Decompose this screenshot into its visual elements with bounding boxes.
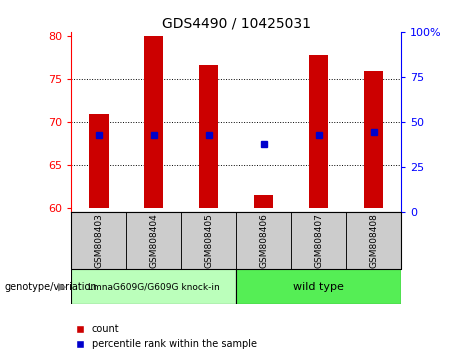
Bar bbox=[346, 212, 401, 269]
Text: GSM808407: GSM808407 bbox=[314, 213, 323, 268]
Text: wild type: wild type bbox=[293, 282, 344, 292]
Bar bbox=[236, 269, 401, 304]
Bar bbox=[144, 36, 164, 208]
Text: GSM808405: GSM808405 bbox=[204, 213, 213, 268]
Bar bbox=[71, 269, 236, 304]
Bar bbox=[126, 212, 181, 269]
Bar bbox=[71, 212, 126, 269]
Text: GSM808404: GSM808404 bbox=[149, 213, 159, 268]
Text: ▶: ▶ bbox=[58, 282, 66, 292]
Bar bbox=[309, 55, 328, 208]
Bar bbox=[236, 212, 291, 269]
Text: genotype/variation: genotype/variation bbox=[5, 282, 97, 292]
Title: GDS4490 / 10425031: GDS4490 / 10425031 bbox=[162, 17, 311, 31]
Bar bbox=[181, 212, 236, 269]
Text: GSM808403: GSM808403 bbox=[95, 213, 103, 268]
Bar bbox=[291, 212, 346, 269]
Bar bbox=[199, 64, 219, 208]
Legend: count, percentile rank within the sample: count, percentile rank within the sample bbox=[77, 324, 257, 349]
Text: LmnaG609G/G609G knock-in: LmnaG609G/G609G knock-in bbox=[88, 282, 220, 291]
Bar bbox=[364, 70, 383, 208]
Bar bbox=[89, 114, 108, 208]
Text: GSM808406: GSM808406 bbox=[259, 213, 268, 268]
Text: GSM808408: GSM808408 bbox=[369, 213, 378, 268]
Bar bbox=[254, 195, 273, 208]
